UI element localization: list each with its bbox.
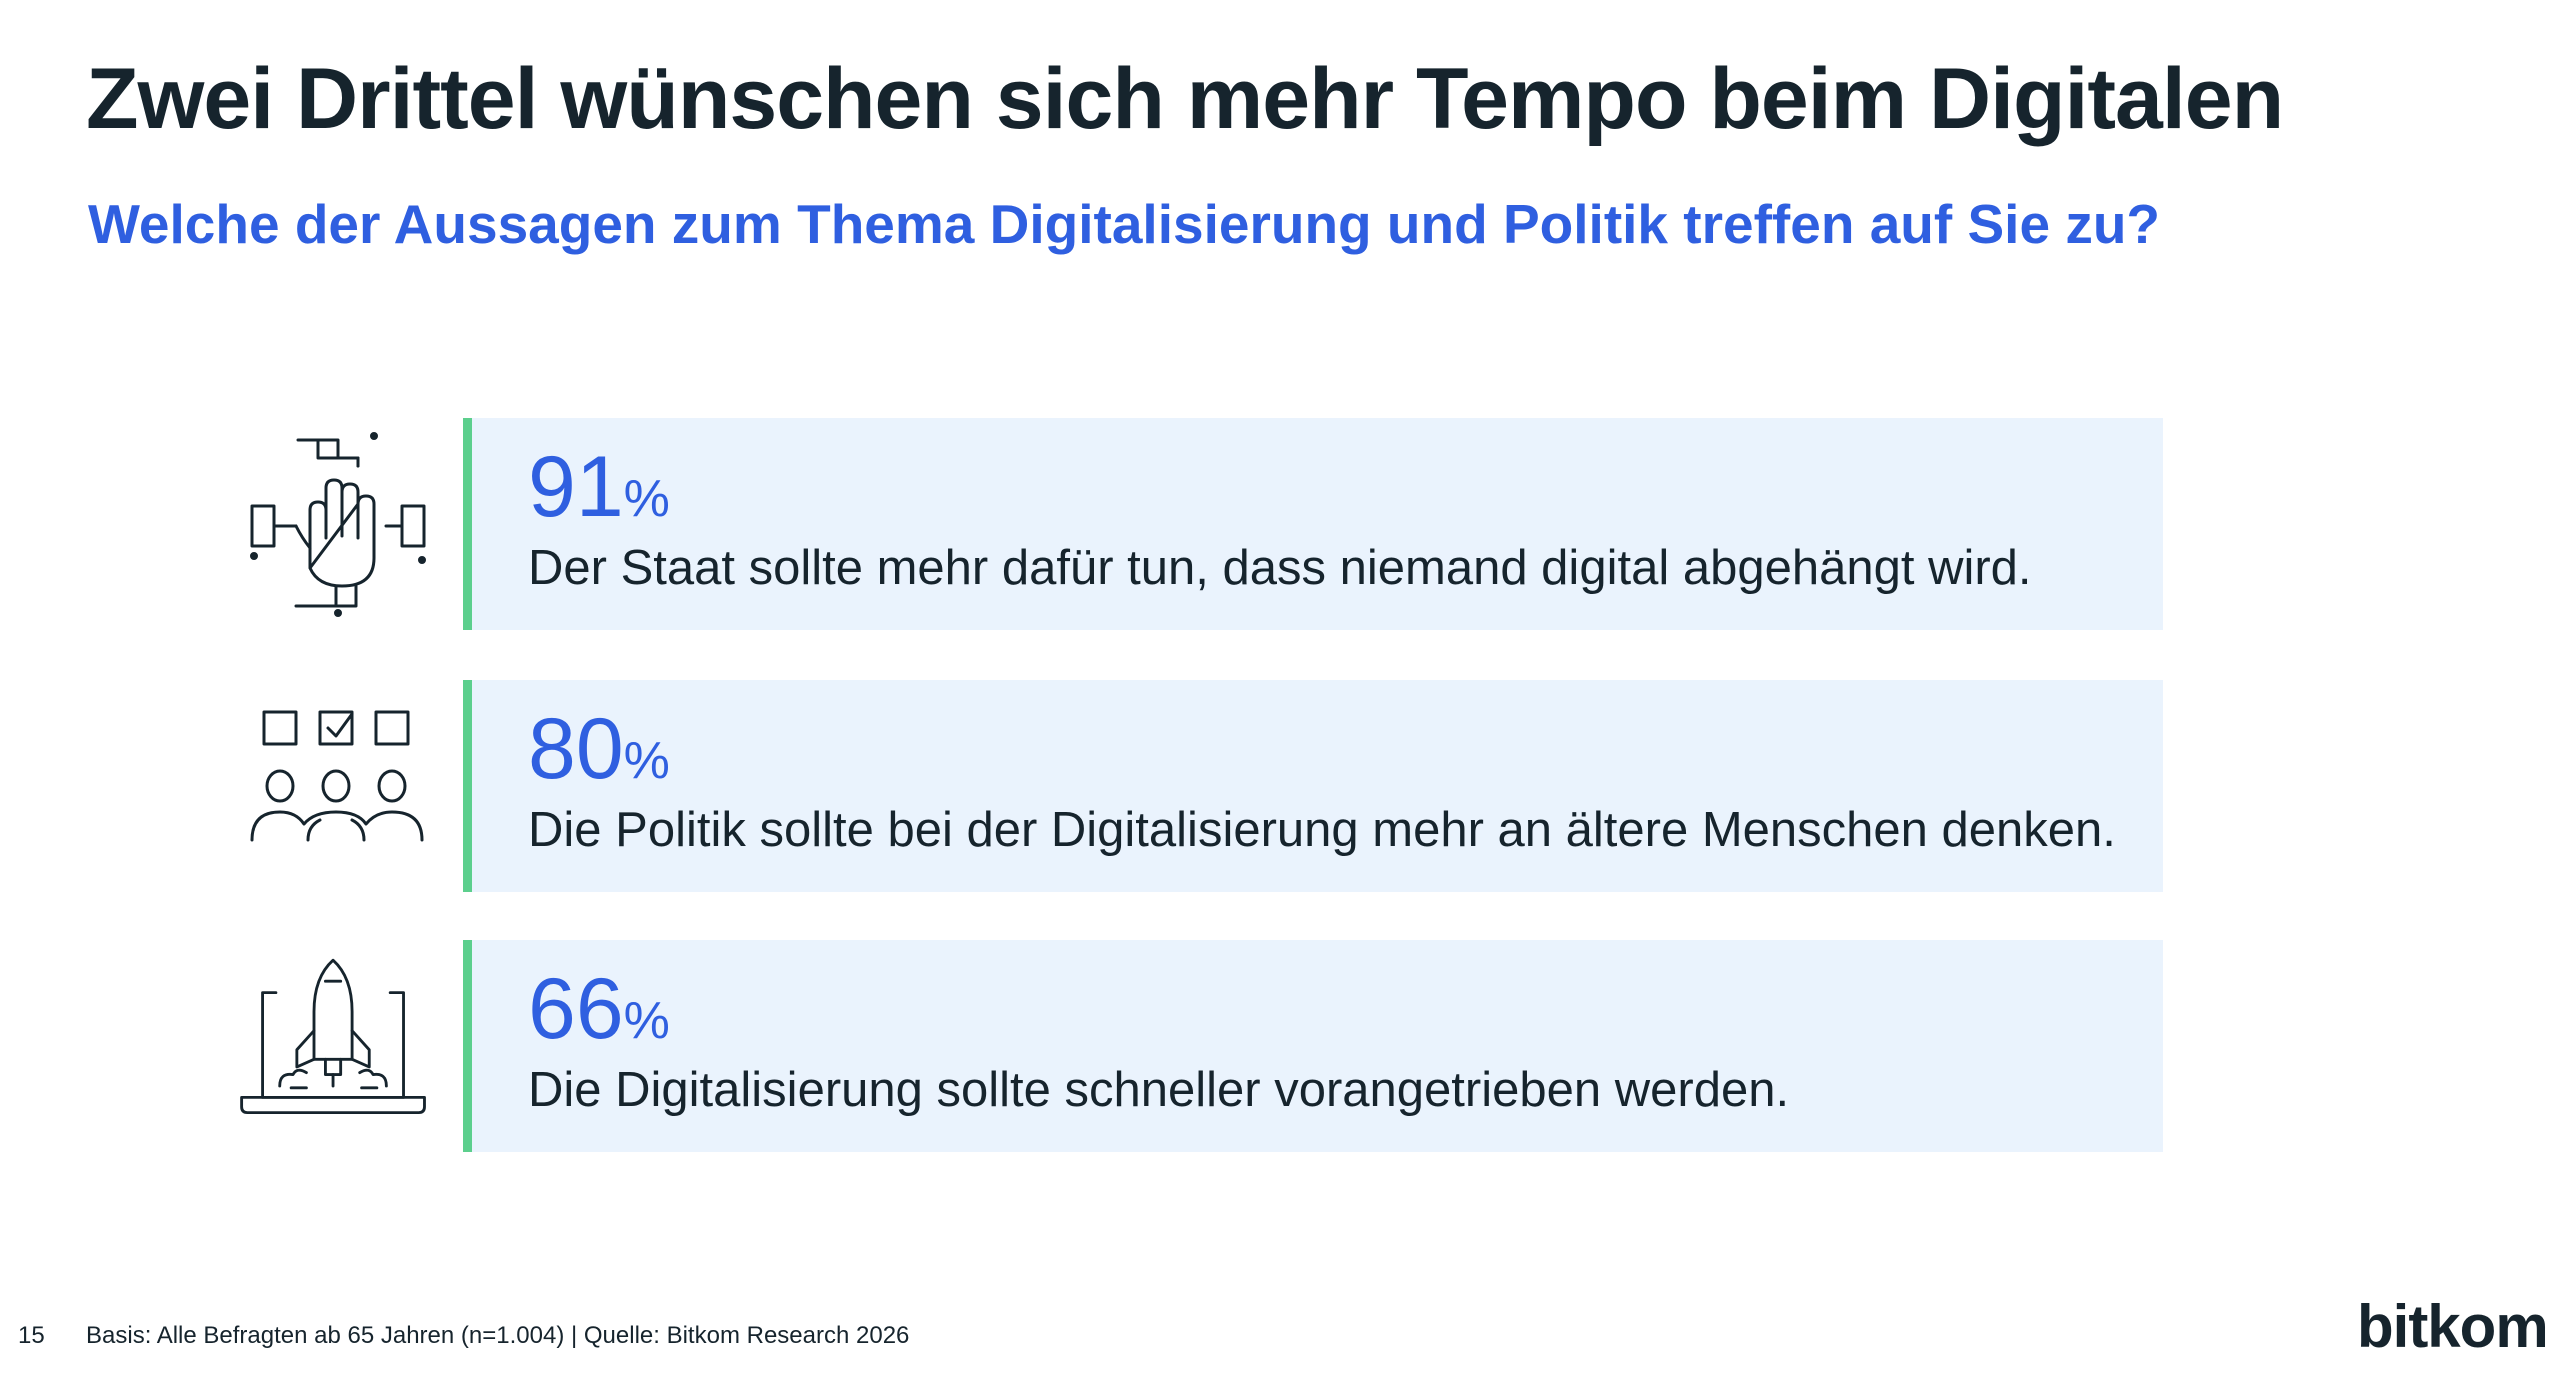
stat-statement-3: Die Digitalisierung sollte schneller vor… [528, 1063, 1790, 1117]
page-title: Zwei Drittel wünschen sich mehr Tempo be… [86, 51, 2284, 147]
voting-people-icon [250, 710, 424, 842]
stat-statement-2: Die Politik sollte bei der Digitalisieru… [528, 803, 2116, 857]
stat-value-1: 91 [528, 439, 624, 535]
stat-value-3: 66 [528, 961, 624, 1057]
bitkom-logo: bitkom [2357, 1293, 2549, 1360]
stat-row-2: 80% Die Politik sollte bei der Digitalis… [0, 680, 2572, 892]
teamwork-hands-icon [250, 432, 426, 617]
stat-card-1: 91% Der Staat sollte mehr dafür tun, das… [463, 418, 2163, 630]
stat-percentage-3: 66% [528, 960, 670, 1059]
stat-card-3: 66% Die Digitalisierung sollte schneller… [463, 940, 2163, 1152]
page-number: 15 [18, 1322, 45, 1349]
stat-statement-1: Der Staat sollte mehr dafür tun, dass ni… [528, 541, 2032, 595]
page-subtitle: Welche der Aussagen zum Thema Digitalisi… [88, 193, 2161, 255]
stat-unit-3: % [623, 992, 670, 1050]
stat-percentage-2: 80% [528, 700, 670, 799]
stat-unit-2: % [623, 732, 670, 790]
stat-value-2: 80 [528, 701, 624, 797]
stat-row-1: 91% Der Staat sollte mehr dafür tun, das… [0, 418, 2572, 630]
rocket-laptop-icon [240, 958, 426, 1115]
stat-unit-1: % [623, 470, 670, 528]
stat-percentage-1: 91% [528, 438, 670, 537]
stat-row-3: 66% Die Digitalisierung sollte schneller… [0, 940, 2572, 1152]
source-note: Basis: Alle Befragten ab 65 Jahren (n=1.… [86, 1322, 910, 1349]
stat-card-2: 80% Die Politik sollte bei der Digitalis… [463, 680, 2163, 892]
